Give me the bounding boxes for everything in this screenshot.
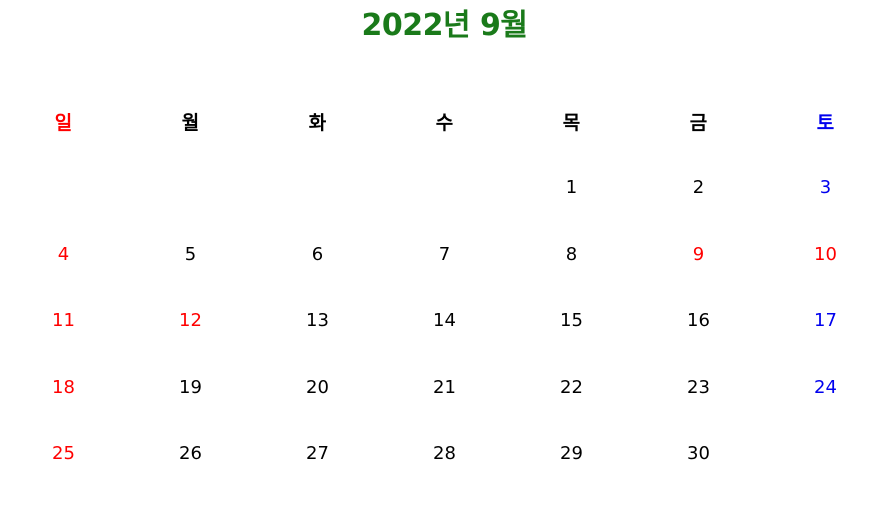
day-cell: 21 [433, 376, 456, 398]
day-cell [762, 421, 883, 488]
calendar-grid: 일 월 화 수 목 금 토 1 2 3 4 5 6 7 8 9 10 11 12… [0, 88, 883, 487]
day-cell: 5 [184, 243, 197, 265]
day-cell: 24 [814, 376, 837, 398]
day-cell: 29 [560, 443, 583, 465]
day-cell: 18 [52, 376, 75, 398]
day-cell: 26 [179, 443, 202, 465]
day-cell-holiday: 12 [179, 310, 202, 332]
day-cell: 17 [814, 310, 837, 332]
day-cell: 6 [311, 243, 324, 265]
day-cell: 2 [692, 177, 705, 199]
weekday-header-mon: 월 [181, 111, 200, 134]
day-cell: 15 [560, 310, 583, 332]
day-cell: 14 [433, 310, 456, 332]
day-cell: 7 [438, 243, 451, 265]
day-cell-holiday: 9 [692, 243, 705, 265]
weekday-header-wed: 수 [435, 111, 454, 134]
day-cell [254, 155, 381, 222]
day-cell [381, 155, 508, 222]
day-cell: 28 [433, 443, 456, 465]
day-cell: 20 [306, 376, 329, 398]
day-cell: 19 [179, 376, 202, 398]
day-cell: 1 [565, 177, 578, 199]
day-cell-holiday: 10 [814, 243, 837, 265]
day-cell: 11 [52, 310, 75, 332]
day-cell: 3 [819, 177, 832, 199]
weekday-header-sun: 일 [54, 111, 73, 134]
day-cell: 22 [560, 376, 583, 398]
weekday-header-fri: 금 [689, 111, 708, 134]
weekday-header-sat: 토 [816, 111, 835, 134]
weekday-header-thu: 목 [562, 111, 581, 134]
day-cell: 25 [52, 443, 75, 465]
day-cell: 23 [687, 376, 710, 398]
day-cell [0, 155, 127, 222]
day-cell: 13 [306, 310, 329, 332]
calendar-title: 2022년 9월 [361, 8, 528, 43]
weekday-header-tue: 화 [308, 111, 327, 134]
day-cell [127, 155, 254, 222]
day-cell: 27 [306, 443, 329, 465]
day-cell: 16 [687, 310, 710, 332]
day-cell: 4 [57, 243, 70, 265]
day-cell: 8 [565, 243, 578, 265]
day-cell: 30 [687, 443, 710, 465]
